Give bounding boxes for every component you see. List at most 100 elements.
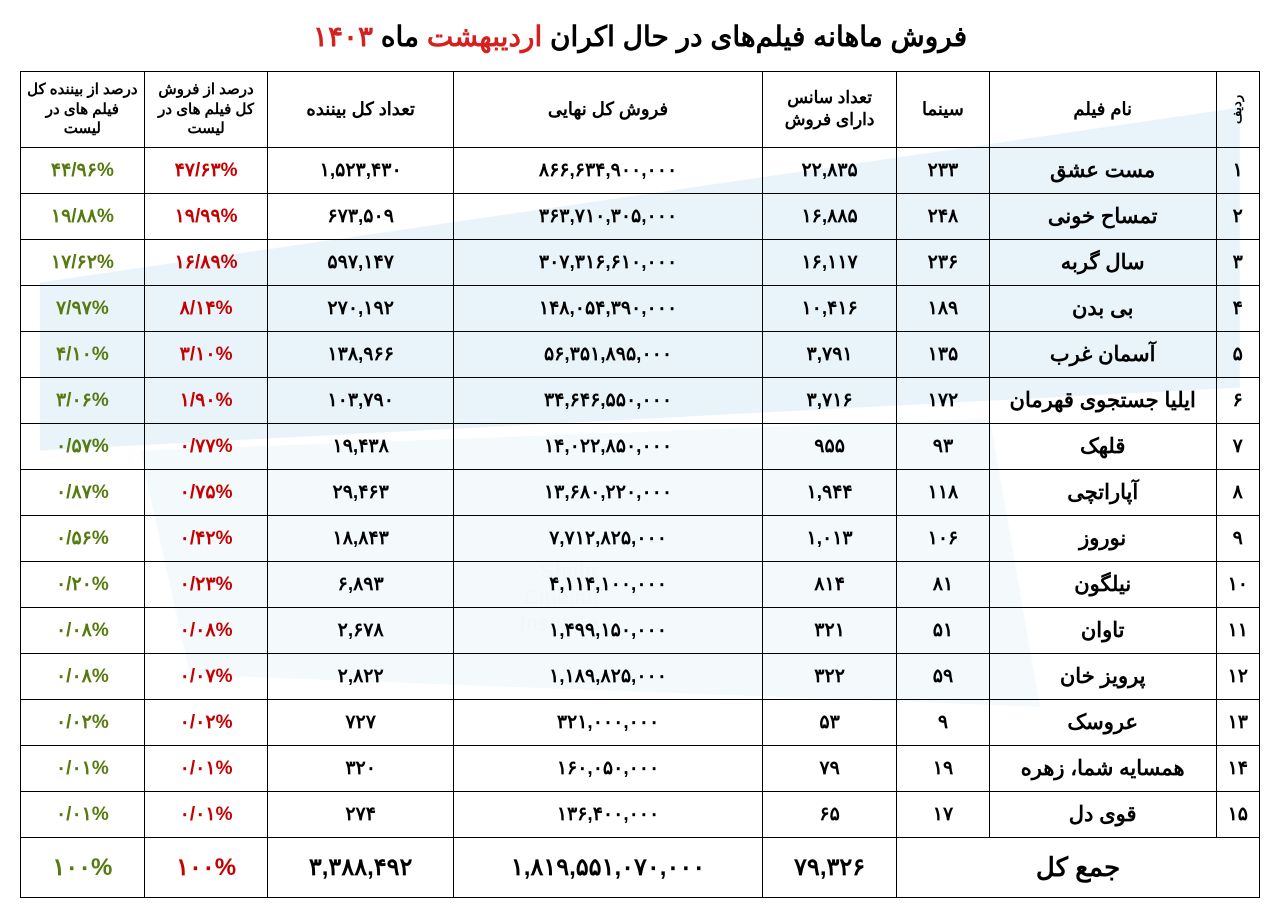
cell-cinema: ۱۱۸	[897, 469, 990, 515]
cell-pct-sales: ۰/۴۲%	[144, 515, 268, 561]
cell-pct-aud: ۰/۰۸%	[21, 653, 145, 699]
cell-cinema: ۲۴۸	[897, 193, 990, 239]
cell-sales: ۱۴,۰۲۲,۸۵۰,۰۰۰	[453, 423, 762, 469]
cell-audience: ۱۰۳,۷۹۰	[268, 377, 454, 423]
cell-cinema: ۱۹	[897, 745, 990, 791]
cell-name: ایلیا جستجوی قهرمان	[989, 377, 1216, 423]
cell-audience: ۱۹,۴۳۸	[268, 423, 454, 469]
cell-audience: ۲۷۴	[268, 791, 454, 837]
cell-sessions: ۶۵	[763, 791, 897, 837]
cell-sessions: ۳۲۱	[763, 607, 897, 653]
cell-name: قوی دل	[989, 791, 1216, 837]
table-row: ۱۳عروسک۹۵۳۳۲۱,۰۰۰,۰۰۰۷۲۷۰/۰۲%۰/۰۲%	[21, 699, 1260, 745]
cell-pct-aud: ۰/۸۷%	[21, 469, 145, 515]
cell-rank: ۸	[1216, 469, 1259, 515]
cell-pct-aud: ۷/۹۷%	[21, 285, 145, 331]
cell-sales: ۱۳۶,۴۰۰,۰۰۰	[453, 791, 762, 837]
cell-cinema: ۸۱	[897, 561, 990, 607]
cell-name: بی بدن	[989, 285, 1216, 331]
cell-pct-aud: ۱۹/۸۸%	[21, 193, 145, 239]
cell-pct-aud: ۰/۵۶%	[21, 515, 145, 561]
cell-cinema: ۵۹	[897, 653, 990, 699]
report-container: Shahr Cinema Institute فروش ماهانه فیلم‌…	[20, 20, 1260, 898]
cell-sessions: ۸۱۴	[763, 561, 897, 607]
cell-sessions: ۱۶,۱۱۷	[763, 239, 897, 285]
cell-cinema: ۱۰۶	[897, 515, 990, 561]
cell-sales: ۳۰۷,۳۱۶,۶۱۰,۰۰۰	[453, 239, 762, 285]
cell-pct-sales: ۰/۰۱%	[144, 791, 268, 837]
total-sales: ۱,۸۱۹,۵۵۱,۰۷۰,۰۰۰	[453, 837, 762, 897]
cell-sessions: ۱۶,۸۸۵	[763, 193, 897, 239]
cell-cinema: ۲۳۶	[897, 239, 990, 285]
cell-name: قلهک	[989, 423, 1216, 469]
cell-name: تاوان	[989, 607, 1216, 653]
table-row: ۱۴همسایه شما، زهره۱۹۷۹۱۶۰,۰۵۰,۰۰۰۳۲۰۰/۰۱…	[21, 745, 1260, 791]
col-sales: فروش کل نهایی	[453, 72, 762, 148]
cell-cinema: ۱۳۵	[897, 331, 990, 377]
table-row: ۱۱تاوان۵۱۳۲۱۱,۴۹۹,۱۵۰,۰۰۰۲,۶۷۸۰/۰۸%۰/۰۸%	[21, 607, 1260, 653]
cell-rank: ۵	[1216, 331, 1259, 377]
cell-cinema: ۹۳	[897, 423, 990, 469]
cell-pct-aud: ۰/۰۱%	[21, 745, 145, 791]
total-pct-aud: ۱۰۰%	[21, 837, 145, 897]
cell-sales: ۸۶۶,۶۳۴,۹۰۰,۰۰۰	[453, 147, 762, 193]
cell-pct-sales: ۸/۱۴%	[144, 285, 268, 331]
table-header-row: ردیف نام فیلم سینما تعداد سانس دارای فرو…	[21, 72, 1260, 148]
cell-sales: ۱۳,۶۸۰,۲۲۰,۰۰۰	[453, 469, 762, 515]
cell-name: تمساح خونی	[989, 193, 1216, 239]
cell-cinema: ۱۷	[897, 791, 990, 837]
cell-rank: ۱	[1216, 147, 1259, 193]
cell-name: سال گربه	[989, 239, 1216, 285]
cell-sessions: ۱۰,۴۱۶	[763, 285, 897, 331]
cell-pct-sales: ۰/۷۷%	[144, 423, 268, 469]
total-label: جمع کل	[897, 837, 1260, 897]
cell-audience: ۶,۸۹۳	[268, 561, 454, 607]
col-name: نام فیلم	[989, 72, 1216, 148]
cell-pct-aud: ۰/۰۲%	[21, 699, 145, 745]
cell-rank: ۱۳	[1216, 699, 1259, 745]
col-cinema: سینما	[897, 72, 990, 148]
col-audience: تعداد کل بیننده	[268, 72, 454, 148]
cell-pct-sales: ۴۷/۶۳%	[144, 147, 268, 193]
cell-sales: ۳۶۳,۷۱۰,۳۰۵,۰۰۰	[453, 193, 762, 239]
cell-pct-aud: ۴۴/۹۶%	[21, 147, 145, 193]
total-sessions: ۷۹,۳۲۶	[763, 837, 897, 897]
cell-sessions: ۹۵۵	[763, 423, 897, 469]
table-row: ۸آپاراتچی۱۱۸۱,۹۴۴۱۳,۶۸۰,۲۲۰,۰۰۰۲۹,۴۶۳۰/۷…	[21, 469, 1260, 515]
cell-name: نیلگون	[989, 561, 1216, 607]
cell-audience: ۲۹,۴۶۳	[268, 469, 454, 515]
cell-rank: ۴	[1216, 285, 1259, 331]
cell-name: عروسک	[989, 699, 1216, 745]
cell-sales: ۳۴,۶۴۶,۵۵۰,۰۰۰	[453, 377, 762, 423]
cell-sessions: ۲۲,۸۳۵	[763, 147, 897, 193]
table-row: ۳سال گربه۲۳۶۱۶,۱۱۷۳۰۷,۳۱۶,۶۱۰,۰۰۰۵۹۷,۱۴۷…	[21, 239, 1260, 285]
cell-sales: ۷,۷۱۲,۸۲۵,۰۰۰	[453, 515, 762, 561]
cell-audience: ۲,۶۷۸	[268, 607, 454, 653]
table-row: ۶ایلیا جستجوی قهرمان۱۷۲۳,۷۱۶۳۴,۶۴۶,۵۵۰,۰…	[21, 377, 1260, 423]
cell-pct-sales: ۱۹/۹۹%	[144, 193, 268, 239]
cell-audience: ۵۹۷,۱۴۷	[268, 239, 454, 285]
cell-sales: ۳۲۱,۰۰۰,۰۰۰	[453, 699, 762, 745]
cell-rank: ۶	[1216, 377, 1259, 423]
cell-rank: ۱۲	[1216, 653, 1259, 699]
title-month: اردیبهشت	[427, 21, 542, 52]
cell-pct-aud: ۳/۰۶%	[21, 377, 145, 423]
cell-pct-aud: ۰/۲۰%	[21, 561, 145, 607]
cell-pct-aud: ۱۷/۶۲%	[21, 239, 145, 285]
cell-pct-sales: ۱/۹۰%	[144, 377, 268, 423]
cell-pct-sales: ۰/۰۱%	[144, 745, 268, 791]
col-pct-aud: درصد از بیننده کل فیلم های در لیست	[21, 72, 145, 148]
total-pct-sales: ۱۰۰%	[144, 837, 268, 897]
table-row: ۷قلهک۹۳۹۵۵۱۴,۰۲۲,۸۵۰,۰۰۰۱۹,۴۳۸۰/۷۷%۰/۵۷%	[21, 423, 1260, 469]
cell-pct-sales: ۳/۱۰%	[144, 331, 268, 377]
cell-pct-sales: ۱۶/۸۹%	[144, 239, 268, 285]
table-row: ۵آسمان غرب۱۳۵۳,۷۹۱۵۶,۳۵۱,۸۹۵,۰۰۰۱۳۸,۹۶۶۳…	[21, 331, 1260, 377]
cell-audience: ۶۷۳,۵۰۹	[268, 193, 454, 239]
cell-cinema: ۵۱	[897, 607, 990, 653]
cell-pct-sales: ۰/۰۷%	[144, 653, 268, 699]
cell-audience: ۱,۵۲۳,۴۳۰	[268, 147, 454, 193]
cell-cinema: ۹	[897, 699, 990, 745]
table-row: ۹نوروز۱۰۶۱,۰۱۳۷,۷۱۲,۸۲۵,۰۰۰۱۸,۸۴۳۰/۴۲%۰/…	[21, 515, 1260, 561]
cell-sessions: ۳,۷۱۶	[763, 377, 897, 423]
col-rank: ردیف	[1216, 72, 1259, 148]
